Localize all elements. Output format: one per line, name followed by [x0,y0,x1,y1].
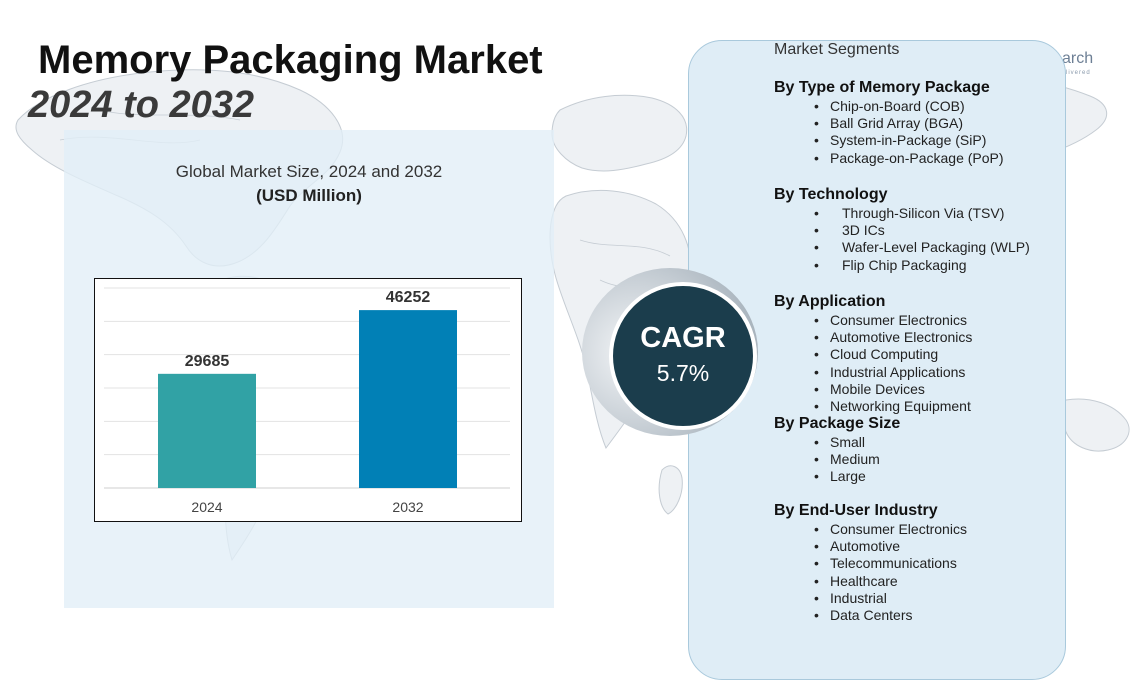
segment-heading: By Package Size [774,415,901,432]
segment-item: • Networking Equipment [814,398,971,415]
segment-item: • Industrial [814,589,887,606]
segment-item: • Medium [814,451,880,468]
segment-item: • Wafer-Level Packaging (WLP) [814,239,1030,256]
segments-title: Market Segments [774,41,900,58]
segment-item: • Consumer Electronics [814,521,967,537]
bar-2032 [359,310,457,488]
segment-item: • System-in-Package (SiP) [814,132,987,149]
chart-title: Global Market Size, 2024 and 2032 [175,162,443,181]
bar-chart: 29685 2024 46252 2032 [94,278,522,522]
segment-heading: By Technology [774,186,888,203]
chart-unit: (USD Million) [256,186,362,205]
segment-item: • Mobile Devices [814,380,925,397]
cagr-label: CAGR [640,322,726,354]
main-title: Memory Packaging Market [38,38,543,82]
segment-group-end-user: By End-User Industry • Consumer Electroni… [774,501,967,624]
segment-group-application: By Application • Consumer Electronics • Au… [774,292,972,415]
segment-item: • Cloud Computing [814,346,939,363]
bar-value-label-2032: 46252 [386,289,431,306]
segment-group-package-size: By Package Size • Small • Medium • Large [774,414,900,486]
x-tick-label-2024: 2024 [191,499,222,515]
segment-item: • Consumer Electronics [814,312,967,328]
segment-item: • Telecommunications [814,555,957,572]
cagr-badge [609,282,757,430]
bar-value-label-2024: 29685 [185,353,230,370]
segment-heading: By Application [774,293,886,310]
segment-item: • Data Centers [814,607,913,624]
segment-item: • Automotive Electronics [814,329,973,346]
segment-item: • Package-on-Package (PoP) [814,149,1004,166]
segment-item: • Automotive [814,538,901,555]
segment-item: • Healthcare [814,572,898,589]
segment-group-memory-package: By Type of Memory Package • Chip-on-Board… [774,78,1004,167]
cagr-value: 5.7% [656,360,710,386]
segment-heading: By Type of Memory Package [774,79,990,96]
segment-item: • 3D ICs [814,222,885,239]
segment-item: • Ball Grid Array (BGA) [814,115,964,132]
segment-item: • Large [814,468,866,485]
segment-item: • Small [814,434,866,450]
segment-heading: By End-User Industry [774,502,938,519]
subtitle-years: 2024 to 2032 [28,84,255,126]
brand-logo-fragment: arch [1062,50,1094,67]
segment-item: • Through-Silicon Via (TSV) [814,205,1005,221]
segment-item: • Flip Chip Packaging [814,256,967,273]
segment-item: • Industrial Applications [814,363,966,380]
x-tick-label-2032: 2032 [392,499,423,515]
brand-tagline-fragment: livered [1066,70,1091,76]
segment-group-technology: By Technology • Through-Silicon Via (TSV)… [774,185,1030,274]
bar-2024 [158,373,256,488]
segment-item: • Chip-on-Board (COB) [814,98,965,114]
